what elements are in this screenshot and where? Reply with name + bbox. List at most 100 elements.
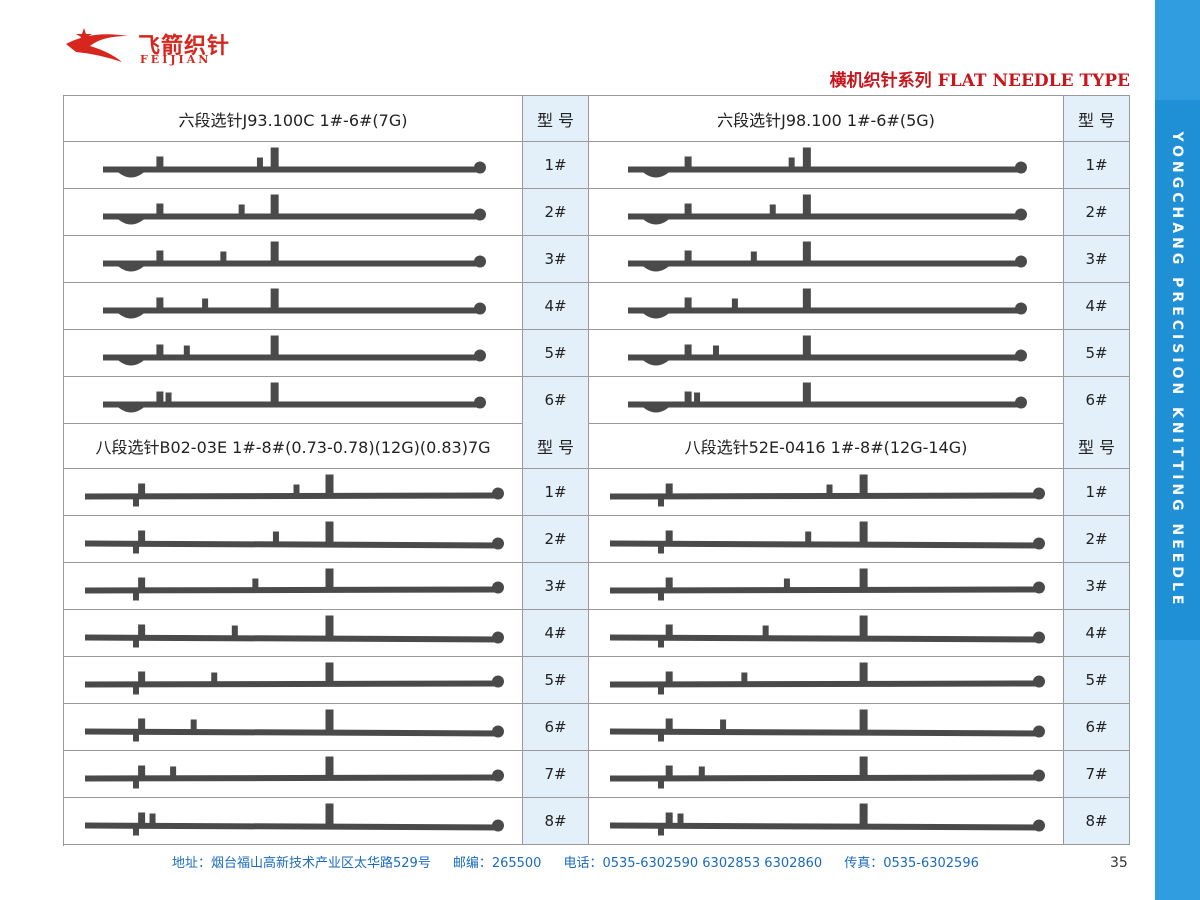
model-header: 型 号 xyxy=(523,423,589,469)
needle-cell xyxy=(64,142,523,189)
needle-part xyxy=(859,662,868,684)
needle-part xyxy=(491,769,504,781)
needle-part xyxy=(137,812,145,825)
needle-part xyxy=(102,260,484,266)
needle-part xyxy=(627,401,1025,407)
model-label: 6# xyxy=(1064,377,1130,424)
needle-part xyxy=(639,357,672,365)
needle-cell xyxy=(589,377,1064,424)
needle-part xyxy=(1032,537,1045,549)
needle-part xyxy=(491,675,504,687)
model-label: 4# xyxy=(1064,283,1130,330)
model-label: 5# xyxy=(1064,330,1130,377)
model-label: 1# xyxy=(1064,142,1130,189)
needle xyxy=(84,474,504,506)
needle-part xyxy=(826,484,832,496)
model-label: 7# xyxy=(1064,751,1130,798)
needle-part xyxy=(132,825,139,835)
needle-part xyxy=(1014,302,1027,314)
needle-part xyxy=(270,241,279,263)
needle-part xyxy=(473,161,486,173)
needle-cell xyxy=(64,377,523,424)
needle-part xyxy=(665,671,673,684)
needle-part xyxy=(491,631,504,643)
needle-part xyxy=(190,719,197,731)
section-title: 六段选针J93.100C 1#-6#(7G) xyxy=(64,96,523,142)
needle xyxy=(609,662,1045,694)
model-label: 1# xyxy=(1064,469,1130,516)
needle-part xyxy=(473,396,486,408)
model-label: 8# xyxy=(1064,798,1130,845)
needle-part xyxy=(473,208,486,220)
needle-part xyxy=(155,344,163,357)
needle xyxy=(102,241,486,271)
needle-part xyxy=(684,250,692,263)
model-label: 2# xyxy=(523,189,589,236)
needle-cell xyxy=(64,751,523,798)
needle-part xyxy=(84,774,502,781)
needle-part xyxy=(137,530,145,543)
needle xyxy=(102,194,486,224)
needle-cell xyxy=(589,142,1064,189)
needle-part xyxy=(84,822,502,830)
needle-cell xyxy=(64,516,523,563)
phone: 电话：0535-6302590 6302853 6302860 xyxy=(563,856,823,871)
needle-part xyxy=(270,147,279,169)
needle-part xyxy=(1032,725,1045,737)
needle xyxy=(609,521,1045,553)
needle-part xyxy=(665,718,673,731)
needle-part xyxy=(665,765,673,778)
needle-part xyxy=(132,543,139,553)
logo-cn: 飞箭织针 xyxy=(138,34,231,59)
needle-part xyxy=(1032,487,1045,499)
needle-part xyxy=(639,404,672,412)
needle xyxy=(84,568,504,600)
needle-part xyxy=(627,260,1025,266)
needle-part xyxy=(155,391,163,404)
model-label: 2# xyxy=(1064,189,1130,236)
needle-part xyxy=(114,263,147,271)
needle-part xyxy=(665,624,673,637)
needle-part xyxy=(102,307,484,313)
needle-part xyxy=(859,615,868,637)
needle-part xyxy=(665,483,673,496)
needle-cell xyxy=(64,283,523,330)
needle-cell xyxy=(589,516,1064,563)
needle-part xyxy=(684,391,692,404)
needle-cell xyxy=(589,330,1064,377)
address: 地址：烟台福山高新技术产业区太华路529号 xyxy=(172,856,431,871)
needle xyxy=(84,521,504,553)
model-label: 6# xyxy=(1064,704,1130,751)
needle-part xyxy=(802,335,811,357)
needle xyxy=(627,241,1027,271)
needle-cell xyxy=(64,189,523,236)
needle xyxy=(627,382,1027,412)
needle-part xyxy=(155,203,163,216)
needle-part xyxy=(293,484,299,496)
model-label: 4# xyxy=(523,610,589,657)
needle-part xyxy=(783,578,790,590)
needle-part xyxy=(740,672,747,684)
needle-part xyxy=(84,634,502,642)
needle-part xyxy=(114,310,147,318)
model-label: 5# xyxy=(523,657,589,704)
needle-part xyxy=(657,778,664,788)
needle-part xyxy=(84,586,502,593)
needle-part xyxy=(270,288,279,310)
needle-part xyxy=(114,216,147,224)
page-title: 横机织针系列 FLAT NEEDLE TYPE xyxy=(829,71,1130,91)
needle-part xyxy=(1014,161,1027,173)
needle xyxy=(609,756,1045,788)
needle-part xyxy=(802,241,811,263)
needle-cell xyxy=(64,469,523,516)
needle xyxy=(84,709,504,741)
needle xyxy=(102,147,486,177)
needle-part xyxy=(639,310,672,318)
needle-part xyxy=(859,709,868,731)
needle-part xyxy=(137,624,145,637)
needle-part xyxy=(183,345,190,357)
needle-part xyxy=(684,203,692,216)
needle-part xyxy=(137,718,145,731)
needle-part xyxy=(132,778,139,788)
needle-cell xyxy=(64,610,523,657)
